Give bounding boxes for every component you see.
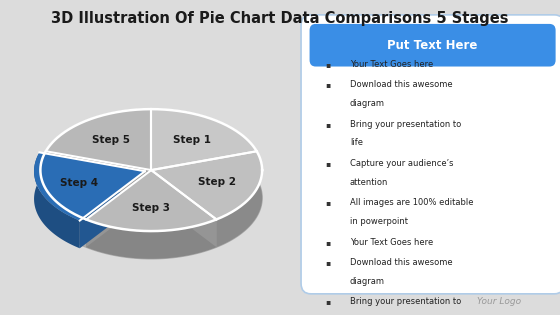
Polygon shape [151,170,216,247]
Polygon shape [151,151,256,198]
Text: in powerpoint: in powerpoint [350,217,408,226]
Polygon shape [46,151,151,198]
Text: Bring your presentation to: Bring your presentation to [350,297,461,306]
Polygon shape [151,109,256,170]
Polygon shape [39,152,145,199]
Text: ▪: ▪ [325,60,330,69]
Text: ▪: ▪ [325,297,330,306]
Text: ▪: ▪ [325,238,330,247]
Polygon shape [151,170,216,247]
Text: All images are 100% editable: All images are 100% editable [350,198,473,207]
Text: ▪: ▪ [325,159,330,168]
Polygon shape [151,151,262,220]
Polygon shape [216,151,262,247]
Text: attention: attention [350,178,388,186]
Text: ▪: ▪ [325,80,330,89]
FancyBboxPatch shape [301,15,560,294]
Text: Step 4: Step 4 [60,178,99,188]
Text: Step 3: Step 3 [132,203,170,213]
Polygon shape [46,109,151,179]
Polygon shape [86,170,151,247]
Text: diagram: diagram [350,277,385,285]
Text: Put Text Here: Put Text Here [388,39,478,52]
Polygon shape [86,170,216,231]
Polygon shape [46,109,151,170]
Text: Capture your audience’s: Capture your audience’s [350,159,453,168]
Polygon shape [40,137,262,259]
Text: Your Text Goes here: Your Text Goes here [350,60,433,69]
Text: Bring your presentation to: Bring your presentation to [350,120,461,129]
Text: Your Logo: Your Logo [477,296,521,306]
Text: ▪: ▪ [325,198,330,207]
FancyBboxPatch shape [310,24,556,66]
Text: ▪: ▪ [325,120,330,129]
Text: diagram: diagram [350,99,385,108]
Polygon shape [80,171,145,248]
Text: Download this awesome: Download this awesome [350,80,452,89]
Polygon shape [86,220,216,259]
Polygon shape [151,151,256,198]
Text: ▪: ▪ [325,258,330,267]
Text: Download this awesome: Download this awesome [350,258,452,267]
Polygon shape [34,152,145,220]
Text: Step 5: Step 5 [92,135,130,145]
Text: life: life [350,138,363,147]
Text: Your Text Goes here: Your Text Goes here [350,238,433,247]
Polygon shape [151,109,256,179]
Polygon shape [34,152,80,248]
Polygon shape [40,109,262,231]
Text: Step 2: Step 2 [198,177,236,187]
Text: Step 1: Step 1 [172,135,211,145]
Text: 3D Illustration Of Pie Chart Data Comparisons 5 Stages: 3D Illustration Of Pie Chart Data Compar… [52,11,508,26]
